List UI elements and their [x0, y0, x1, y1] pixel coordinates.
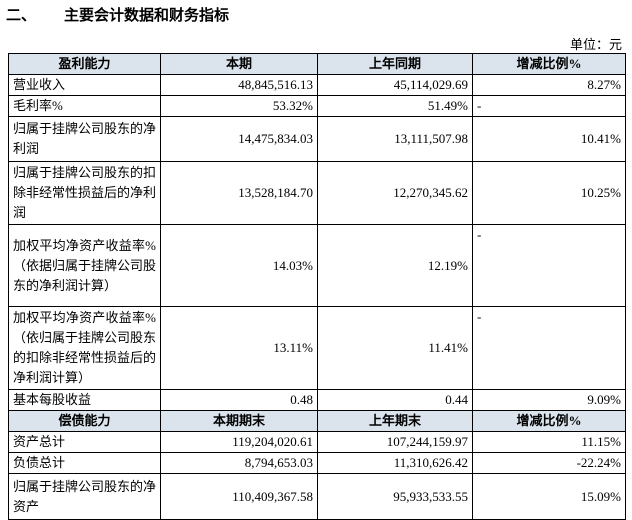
- row-label: 负债总计: [8, 452, 161, 474]
- value-cell: 14.03%: [160, 224, 318, 307]
- value-cell: 110,409,367.58: [160, 473, 318, 520]
- header-row: 偿债能力 本期期末 上年期末 增减比例%: [8, 410, 626, 432]
- row-label: 归属于挂牌公司股东的扣除非经常性损益后的净利润: [8, 161, 161, 225]
- value-cell: 14,475,834.03: [160, 116, 318, 162]
- value-cell: 12,270,345.62: [317, 161, 473, 225]
- value-cell: 45,114,029.69: [317, 74, 473, 96]
- value-cell: 10.41%: [472, 116, 626, 162]
- value-cell: 11.41%: [317, 306, 473, 390]
- header-cell: 上年同期: [317, 53, 473, 75]
- value-cell: -22.24%: [472, 452, 626, 474]
- data-row: 归属于挂牌公司股东的扣除非经常性损益后的净利润 13,528,184.70 12,2…: [8, 161, 626, 225]
- row-label: 资产总计: [8, 431, 161, 453]
- header-cell: 偿债能力: [8, 410, 161, 432]
- value-cell: -: [472, 306, 626, 390]
- data-row: 加权平均净资产收益率%（依归属于挂牌公司股东的扣除非经常性损益后的净利润计算） 1…: [8, 306, 626, 390]
- data-row: 归属于挂牌公司股东的净资产 110,409,367.58 95,933,533.55…: [8, 473, 626, 520]
- row-label: 归属于挂牌公司股东的净资产: [8, 473, 161, 520]
- data-row: 加权平均净资产收益率%（依据归属于挂牌公司股东的净利润计算） 14.03% 12.1…: [8, 224, 626, 307]
- value-cell: 0.48: [160, 389, 318, 411]
- value-cell: -: [472, 224, 626, 307]
- value-cell: 13,528,184.70: [160, 161, 318, 225]
- value-cell: 11.15%: [472, 431, 626, 453]
- value-cell: 51.49%: [317, 95, 473, 117]
- value-cell: 95,933,533.55: [317, 473, 473, 520]
- header-cell: 增减比例%: [472, 53, 626, 75]
- data-row: 营业收入 48,845,516.13 45,114,029.69 8.27%: [8, 74, 626, 96]
- data-row: 资产总计 119,204,020.61 107,244,159.97 11.15%: [8, 431, 626, 453]
- value-cell: 0.44: [317, 389, 473, 411]
- row-label: 基本每股收益: [8, 389, 161, 411]
- value-cell: 11,310,626.42: [317, 452, 473, 474]
- header-cell: 本期: [160, 53, 318, 75]
- value-cell: 13,111,507.98: [317, 116, 473, 162]
- header-row: 盈利能力 本期 上年同期 增减比例%: [8, 53, 626, 75]
- row-label: 加权平均净资产收益率%（依归属于挂牌公司股东的扣除非经常性损益后的净利润计算）: [8, 306, 161, 390]
- value-cell: 9.09%: [472, 389, 626, 411]
- header-cell: 增减比例%: [472, 410, 626, 432]
- row-label: 归属于挂牌公司股东的净利润: [8, 116, 161, 162]
- header-cell: 盈利能力: [8, 53, 161, 75]
- page: 二、 主要会计数据和财务指标 单位：元 盈利能力 本期 上年同期 增减比例% 营业收入 4…: [6, 8, 626, 520]
- value-cell: 53.32%: [160, 95, 318, 117]
- data-row: 负债总计 8,794,653.03 11,310,626.42 -22.24%: [8, 452, 626, 474]
- financial-table: 盈利能力 本期 上年同期 增减比例% 营业收入 48,845,516.13 45,114,0…: [8, 53, 626, 520]
- value-cell: 13.11%: [160, 306, 318, 390]
- value-cell: 8,794,653.03: [160, 452, 318, 474]
- row-label: 毛利率%: [8, 95, 161, 117]
- value-cell: 8.27%: [472, 74, 626, 96]
- value-cell: 10.25%: [472, 161, 626, 225]
- value-cell: 48,845,516.13: [160, 74, 318, 96]
- data-row: 基本每股收益 0.48 0.44 9.09%: [8, 389, 626, 411]
- data-row: 毛利率% 53.32% 51.49% -: [8, 95, 626, 117]
- row-label: 加权平均净资产收益率%（依据归属于挂牌公司股东的净利润计算）: [8, 224, 161, 307]
- value-cell: 12.19%: [317, 224, 473, 307]
- section-title: 主要会计数据和财务指标: [64, 8, 230, 24]
- unit-label: 单位：元: [569, 37, 622, 52]
- data-row: 归属于挂牌公司股东的净利润 14,475,834.03 13,111,507.98 1…: [8, 116, 626, 162]
- section-number: 二、: [6, 8, 37, 24]
- value-cell: -: [472, 95, 626, 117]
- value-cell: 15.09%: [472, 473, 626, 520]
- value-cell: 119,204,020.61: [160, 431, 318, 453]
- header-cell: 本期期末: [160, 410, 318, 432]
- header-cell: 上年期末: [317, 410, 473, 432]
- value-cell: 107,244,159.97: [317, 431, 473, 453]
- row-label: 营业收入: [8, 74, 161, 96]
